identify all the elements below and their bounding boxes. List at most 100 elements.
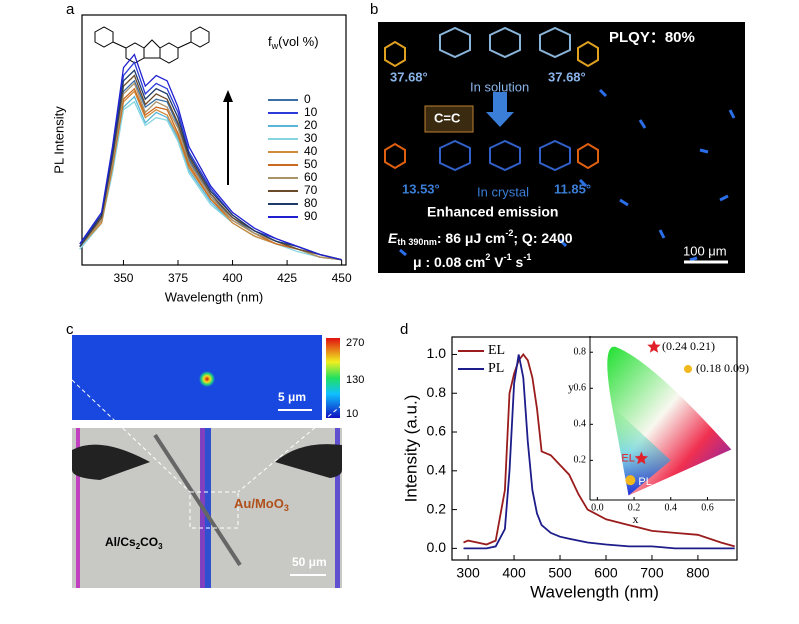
series-line — [79, 53, 342, 261]
caption: In crystal — [477, 184, 529, 199]
x-tick-label: 600 — [594, 565, 618, 581]
series-line — [463, 353, 735, 548]
panel-label: b — [370, 1, 378, 18]
x-axis-label: Wavelength (nm) — [530, 582, 659, 601]
series-line — [79, 61, 342, 261]
inset-x-tick-label: 0.4 — [665, 502, 678, 513]
x-tick-label: 500 — [548, 565, 572, 581]
legend-label: EL — [488, 343, 505, 358]
point-label: (0.18 0.09) — [696, 361, 749, 375]
legend-label: PL — [488, 361, 504, 376]
legend-label: 0 — [304, 92, 311, 106]
bond-box — [424, 105, 474, 133]
legend-label: 80 — [304, 196, 318, 210]
colorbar-label: 130 — [346, 374, 364, 386]
panel-label: a — [66, 1, 75, 18]
legend-label: 20 — [304, 118, 318, 132]
legend-marker — [647, 340, 661, 353]
colorbar-label: 270 — [346, 337, 364, 349]
angle: 11.85° — [554, 181, 591, 196]
legend-label: 30 — [304, 131, 318, 145]
colorbar — [326, 338, 340, 418]
x-tick-label: 375 — [168, 271, 188, 285]
panel-label: d — [400, 321, 408, 338]
inset-y-tick-label: 0.4 — [574, 419, 587, 430]
y-axis-label: PL Intensity — [51, 106, 66, 174]
cie-point — [634, 451, 648, 465]
series-line — [79, 69, 342, 261]
plot-frame — [451, 336, 738, 561]
colorbar-label: 10 — [346, 408, 358, 420]
mobility: μ : 0.08 cm2 V-1 s-1 — [413, 252, 531, 269]
plot-frame — [81, 14, 347, 266]
bond: C=C — [434, 110, 461, 125]
angle: 37.68° — [390, 69, 428, 84]
x-tick-label: 300 — [456, 565, 480, 581]
scale-label: 100 μm — [683, 243, 727, 258]
legend-label: 50 — [304, 157, 318, 171]
legend-label: 90 — [304, 209, 318, 223]
probe — [72, 444, 150, 480]
caption: In solution — [470, 79, 529, 94]
inset-y-tick-label: 0.8 — [574, 347, 587, 358]
scale-label: 5 μm — [278, 390, 306, 404]
x-tick-label: 425 — [277, 271, 297, 285]
y-tick-label: 0.8 — [427, 384, 447, 400]
legend-label: 60 — [304, 170, 318, 184]
legend-label: 10 — [304, 105, 318, 119]
inset-y-tick-label: 0.6 — [574, 383, 587, 394]
zoom-lines — [71, 379, 343, 529]
point-label: (0.24 0.21) — [662, 339, 715, 353]
probe — [275, 444, 342, 478]
scale-label: 50 μm — [292, 555, 327, 569]
x-tick-label: 400 — [223, 271, 243, 285]
angle: 37.68° — [548, 69, 586, 84]
legend-title: fw(vol %) — [268, 34, 319, 51]
wires — [399, 88, 736, 262]
panel-label: c — [66, 321, 74, 338]
x-tick-label: 400 — [502, 565, 526, 581]
electrode — [76, 428, 80, 588]
x-tick-label: 700 — [640, 565, 664, 581]
series-line — [79, 100, 342, 261]
x-axis-label: Wavelength (nm) — [165, 289, 264, 304]
x-tick-label: 450 — [332, 271, 352, 285]
legend-label: 40 — [304, 144, 318, 158]
heatmap — [72, 335, 322, 420]
x-tick-label: 800 — [686, 565, 710, 581]
series-line — [79, 87, 342, 261]
electrode-label: Al/Cs2CO3 — [105, 535, 163, 551]
cie-diagram — [612, 406, 671, 496]
arrow — [486, 92, 514, 127]
inset-y-label: y — [568, 380, 574, 394]
electrode — [335, 428, 340, 588]
plqy: PLQY：80% — [609, 29, 695, 46]
y-tick-label: 0.0 — [427, 539, 447, 555]
nanowire — [153, 433, 242, 567]
inset-x-tick-label: 0.6 — [701, 502, 714, 513]
inset-x-tick-label: 0.2 — [628, 502, 641, 513]
inset-y-tick-label: 0.2 — [574, 455, 587, 466]
y-axis-label: Intensity (a.u.) — [401, 395, 420, 503]
inset-x-tick-label: 0.0 — [591, 502, 604, 513]
molecule — [94, 26, 210, 64]
molecule-b — [384, 26, 599, 172]
y-tick-label: 0.4 — [427, 462, 447, 478]
legend-label: 70 — [304, 183, 318, 197]
inset-x-label: x — [633, 512, 639, 526]
threshold: Eth 390nm: 86 μJ cm-2; Q: 2400 — [388, 228, 573, 247]
y-tick-label: 1.0 — [427, 345, 447, 361]
emission: Enhanced emission — [427, 204, 558, 220]
arrow-head — [223, 90, 233, 102]
series-line — [463, 354, 735, 550]
point-name: EL — [621, 452, 634, 464]
angle: 13.53° — [402, 181, 440, 196]
electrode — [205, 428, 211, 588]
electrode-label: Au/MoO3 — [234, 496, 289, 513]
cie-point — [625, 475, 636, 486]
x-tick-label: 350 — [113, 271, 133, 285]
legend-marker — [684, 365, 692, 373]
point-name: PL — [638, 476, 651, 488]
emission-spot — [199, 371, 215, 387]
